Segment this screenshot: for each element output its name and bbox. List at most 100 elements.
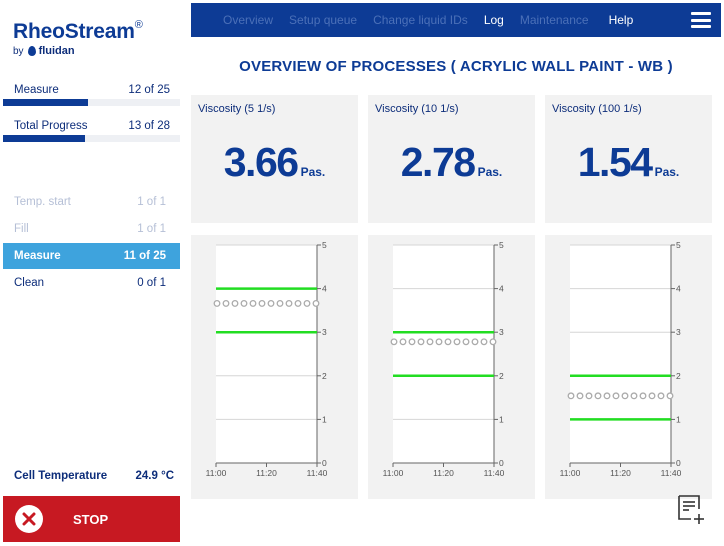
hamburger-menu-icon[interactable] [691, 12, 711, 28]
data-point [567, 392, 575, 400]
y-tick-label: 0 [322, 458, 327, 468]
data-point [426, 338, 434, 346]
chart-svg: 0 1 2 3 4 5 11:00 11:20 11:40 [206, 240, 328, 478]
data-point [408, 338, 416, 346]
data-point [435, 338, 443, 346]
measure-progress-row: Measure 12 of 25 [14, 84, 170, 96]
nav-log[interactable]: Log [483, 13, 504, 27]
cell-temperature-label: Cell Temperature [14, 470, 108, 482]
step-temp-start[interactable]: Temp. start 1 of 1 [3, 189, 180, 215]
rheostream-logo: RheoStream® by fluidan [13, 19, 143, 57]
data-point [621, 392, 629, 400]
progress-value: 12 of 25 [128, 84, 170, 96]
step-count: 0 of 1 [137, 277, 166, 289]
step-label: Fill [14, 223, 29, 235]
data-point [657, 392, 665, 400]
y-tick-label: 2 [676, 371, 681, 381]
viscosity-label: Viscosity (10 1/s) [375, 103, 459, 115]
brand-name: RheoStream [13, 20, 135, 43]
y-tick-label: 1 [322, 414, 327, 424]
company-name: fluidan [38, 45, 75, 57]
data-point [480, 338, 488, 346]
progress-label: Total Progress [14, 120, 88, 132]
data-point [267, 299, 275, 307]
data-point [399, 338, 407, 346]
data-point [249, 299, 257, 307]
y-tick-label: 4 [322, 284, 327, 294]
measure-progress-bar [3, 99, 180, 106]
close-circle-icon [15, 505, 43, 533]
chart-svg: 0 1 2 3 4 5 11:00 11:20 11:40 [560, 240, 682, 478]
stop-label: STOP [73, 511, 109, 527]
data-point [630, 392, 638, 400]
data-point [303, 299, 311, 307]
viscosity-label: Viscosity (5 1/s) [198, 103, 276, 115]
viscosity-card-100: Viscosity (100 1/s) 1.54 Pas. [545, 95, 712, 223]
data-point [213, 299, 221, 307]
step-label: Temp. start [14, 196, 71, 208]
data-point [390, 338, 398, 346]
step-fill[interactable]: Fill 1 of 1 [3, 216, 180, 242]
step-count: 1 of 1 [137, 223, 166, 235]
data-point [276, 299, 284, 307]
x-tick-label: 11:40 [307, 468, 328, 478]
data-point [231, 299, 239, 307]
registered-mark: ® [134, 19, 143, 31]
viscosity-chart-5: 0 1 2 3 4 5 11:00 11:20 11:40 [191, 235, 358, 499]
x-tick-label: 11:00 [383, 468, 404, 478]
data-point [462, 338, 470, 346]
sidebar: RheoStream® by fluidan Measure 12 of 25 T… [0, 0, 190, 546]
x-tick-label: 11:40 [484, 468, 505, 478]
progress-label: Measure [14, 84, 59, 96]
data-point [312, 299, 320, 307]
step-clean[interactable]: Clean 0 of 1 [3, 270, 180, 296]
top-navigation: Overview Setup queue Change liquid IDs L… [191, 3, 721, 37]
y-tick-label: 4 [676, 284, 681, 294]
viscosity-card-10: Viscosity (10 1/s) 2.78 Pas. [368, 95, 535, 223]
nav-change-liquid-ids[interactable]: Change liquid IDs [373, 13, 468, 27]
nav-setup-queue[interactable]: Setup queue [289, 13, 358, 27]
progress-fill [3, 99, 88, 106]
y-tick-label: 2 [322, 371, 327, 381]
step-count: 11 of 25 [123, 250, 166, 262]
data-point [417, 338, 425, 346]
viscosity-value: 3.66 [223, 139, 299, 185]
data-point [294, 299, 302, 307]
add-note-icon[interactable] [676, 493, 708, 527]
y-tick-label: 5 [322, 240, 327, 250]
viscosity-unit: Pas. [477, 165, 503, 179]
total-progress-row: Total Progress 13 of 28 [14, 120, 170, 132]
data-point [576, 392, 584, 400]
cell-temperature: Cell Temperature 24.9 °C [14, 470, 174, 482]
stop-button[interactable]: STOP [3, 496, 180, 542]
data-point [222, 299, 230, 307]
x-tick-label: 11:00 [206, 468, 227, 478]
by-text: by [13, 45, 24, 57]
data-point [666, 392, 674, 400]
step-label: Clean [14, 277, 45, 289]
x-tick-label: 11:20 [610, 468, 631, 478]
y-tick-label: 1 [676, 414, 681, 424]
viscosity-label: Viscosity (100 1/s) [552, 103, 642, 115]
step-label: Measure [14, 250, 61, 262]
total-progress-bar [3, 135, 180, 142]
data-point [585, 392, 593, 400]
nav-help[interactable]: Help [608, 13, 634, 27]
data-point [240, 299, 248, 307]
cell-temperature-value: 24.9 °C [135, 470, 174, 482]
x-tick-label: 11:20 [256, 468, 277, 478]
data-point [594, 392, 602, 400]
y-tick-label: 0 [499, 458, 504, 468]
nav-overview[interactable]: Overview [223, 13, 274, 27]
data-point [639, 392, 647, 400]
data-point [603, 392, 611, 400]
data-point [612, 392, 620, 400]
x-tick-label: 11:00 [560, 468, 581, 478]
plot-area [393, 245, 494, 463]
step-measure[interactable]: Measure 11 of 25 [3, 243, 180, 269]
viscosity-value: 2.78 [400, 139, 476, 185]
nav-maintenance[interactable]: Maintenance [519, 13, 589, 27]
x-tick-label: 11:20 [433, 468, 454, 478]
data-point [648, 392, 656, 400]
plot-area [216, 245, 317, 463]
